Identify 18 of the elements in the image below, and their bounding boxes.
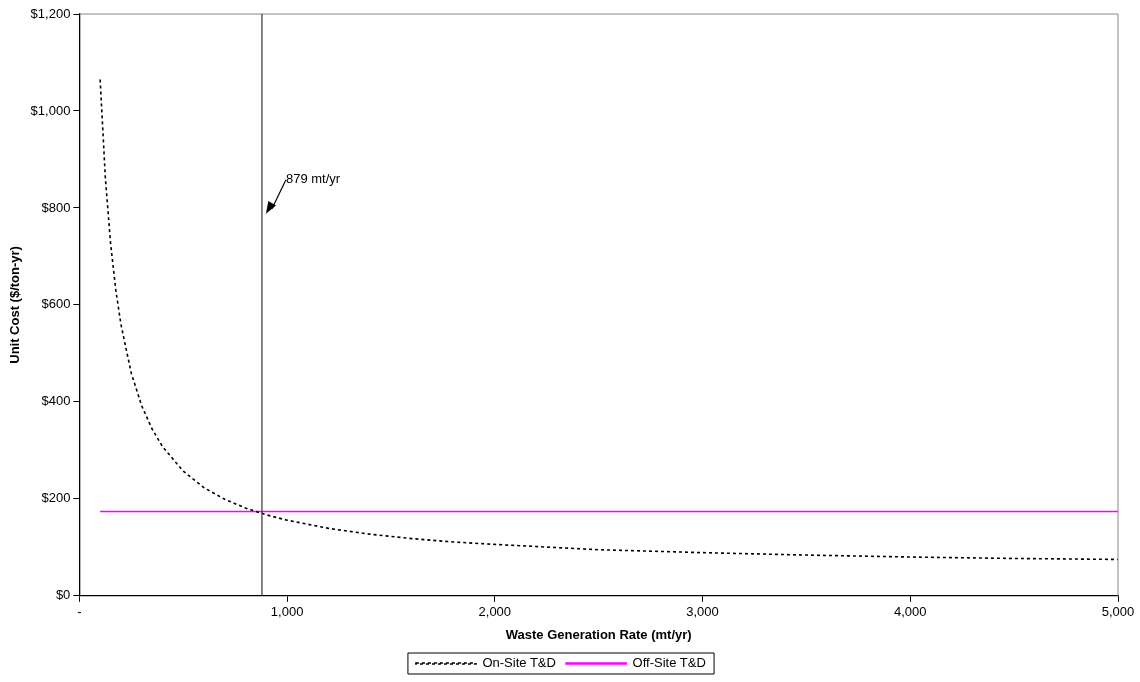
x-tick-label: 5,000 bbox=[1101, 604, 1135, 620]
y-tick-label: $200 bbox=[41, 490, 71, 506]
x-axis-title: Waste Generation Rate (mt/yr) bbox=[505, 626, 692, 642]
y-tick-label: $0 bbox=[55, 587, 71, 603]
x-tick-label: 4,000 bbox=[894, 604, 927, 620]
x-tick-label: 1,000 bbox=[270, 604, 304, 620]
y-tick-label: $1,200 bbox=[30, 5, 71, 21]
x-tick-label: - bbox=[77, 604, 82, 620]
y-axis-title: Unit Cost ($/ton-yr) bbox=[7, 246, 23, 364]
x-tick-label: 2,000 bbox=[478, 604, 512, 620]
ref-line-label: 879 mt/yr bbox=[285, 171, 341, 187]
y-tick-label: $400 bbox=[41, 393, 71, 409]
legend-label: On-Site T&D bbox=[482, 655, 556, 671]
y-tick-label: $800 bbox=[41, 199, 71, 215]
y-tick-label: $600 bbox=[41, 296, 71, 312]
y-tick-label: $1,000 bbox=[30, 102, 71, 118]
legend-label: Off-Site T&D bbox=[632, 655, 706, 671]
x-tick-label: 3,000 bbox=[686, 604, 719, 620]
